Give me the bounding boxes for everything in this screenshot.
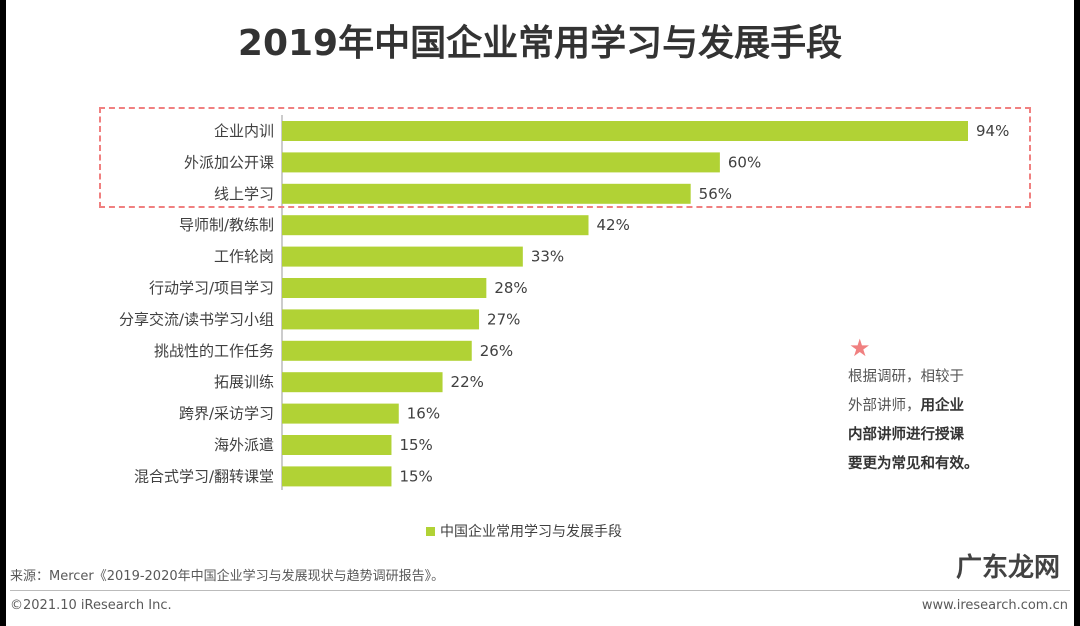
bar: [282, 372, 443, 393]
category-label: 行动学习/项目学习: [149, 279, 274, 297]
bar: [282, 121, 968, 141]
divider: [10, 590, 1070, 591]
category-label: 分享交流/读书学习小组: [119, 310, 274, 328]
bar-chart: 企业内训 94% 外派加公开课 60% 线上学习 56% 导师制/教练制 42% 工作轮岗 33%…: [119, 115, 1009, 540]
data-label: 94%: [976, 122, 1009, 140]
bar: [282, 403, 399, 424]
copyright: ©2021.10 iResearch Inc.: [10, 598, 172, 613]
bar: [282, 309, 480, 330]
bar: [282, 340, 472, 361]
category-label: 导师制/教练制: [179, 216, 274, 234]
data-label: 22%: [451, 373, 484, 391]
data-label: 28%: [494, 279, 527, 297]
note-line: 内部讲师进行授课: [848, 427, 964, 443]
category-label: 跨界/采访学习: [179, 405, 274, 423]
bar: [282, 215, 589, 236]
star-icon: ★: [849, 334, 871, 362]
category-label: 海外派遣: [214, 436, 274, 454]
data-label: 60%: [728, 153, 761, 171]
note-line: 外部讲师，用企业: [848, 398, 964, 414]
category-label: 挑战性的工作任务: [154, 342, 274, 360]
watermark: 广东龙网: [955, 553, 1060, 583]
data-label: 56%: [699, 185, 732, 203]
data-label: 26%: [480, 342, 513, 360]
data-label: 33%: [531, 248, 564, 266]
category-label: 工作轮岗: [214, 248, 274, 266]
legend-swatch: [426, 527, 435, 536]
data-label: 15%: [399, 436, 432, 454]
data-label: 15%: [399, 467, 432, 485]
category-label: 外派加公开课: [184, 153, 274, 171]
bar: [282, 435, 392, 455]
category-label: 拓展训练: [214, 373, 274, 391]
legend-label: 中国企业常用学习与发展手段: [440, 523, 622, 540]
source-note: 来源：Mercer《2019-2020年中国企业学习与发展现状与趋势调研报告》。: [10, 569, 445, 584]
slide: 2019年中国企业常用学习与发展手段 企业内训 94% 外派加公开课 60% 线上学习 5…: [6, 0, 1074, 626]
site-url: www.iresearch.com.cn: [921, 598, 1068, 613]
note-line: 要更为常见和有效。: [848, 456, 979, 472]
chart-title: 2019年中国企业常用学习与发展手段: [237, 23, 843, 64]
data-label: 16%: [407, 405, 440, 423]
highlight-box: [99, 107, 1031, 208]
data-label: 27%: [487, 310, 520, 328]
bar: [282, 466, 392, 487]
category-label: 线上学习: [214, 185, 274, 203]
bar: [282, 152, 720, 173]
bar: [282, 183, 691, 204]
category-label: 混合式学习/翻转课堂: [134, 467, 274, 485]
bar: [282, 246, 523, 267]
bar: [282, 278, 487, 298]
category-label: 企业内训: [214, 122, 274, 140]
note-line: 根据调研，相较于: [848, 369, 964, 385]
data-label: 42%: [597, 216, 630, 234]
